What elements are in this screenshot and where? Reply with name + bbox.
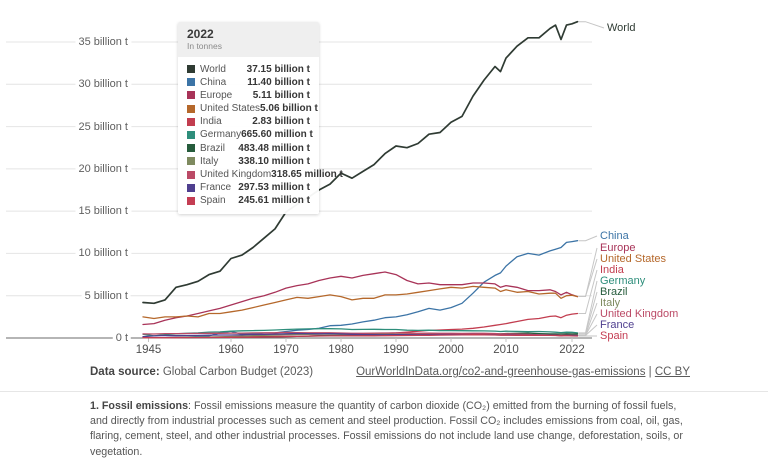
x-axis-tick-label: 1945 xyxy=(136,344,162,356)
x-axis-tick-label: 2010 xyxy=(493,344,519,356)
tooltip-entity: Brazil xyxy=(200,143,238,154)
y-axis-tick-label: 30 billion t xyxy=(75,78,131,90)
tooltip-value: 37.15 billion t xyxy=(247,64,310,75)
tooltip-entity: India xyxy=(200,116,252,127)
y-axis-tick-label: 35 billion t xyxy=(75,36,131,48)
tooltip-value: 11.40 billion t xyxy=(247,77,310,88)
x-axis-tick-label: 1990 xyxy=(383,344,409,356)
x-axis-tick-label: 2022 xyxy=(559,344,585,356)
series-swatch-icon xyxy=(187,118,195,126)
tooltip-value: 245.61 million t xyxy=(238,195,310,206)
chart-footer: Data source: Global Carbon Budget (2023)… xyxy=(90,364,690,380)
series-swatch-icon xyxy=(187,131,195,139)
x-axis-tick-label: 1960 xyxy=(218,344,244,356)
y-axis-tick-label: 20 billion t xyxy=(75,163,131,175)
tooltip-entity: Italy xyxy=(200,156,238,167)
plot-canvas xyxy=(0,0,768,360)
series-swatch-icon xyxy=(187,91,195,99)
series-swatch-icon xyxy=(187,78,195,86)
line-chart: 0 t 5 billion t 10 billion t 15 billion t 20… xyxy=(0,0,768,360)
tooltip-entity: United States xyxy=(200,103,260,114)
series-swatch-icon xyxy=(187,65,195,73)
footnote-divider xyxy=(0,391,768,392)
series-swatch-icon xyxy=(187,157,195,165)
data-source-label: Data source: xyxy=(90,366,160,378)
tooltip-value: 2.83 billion t xyxy=(252,116,310,127)
x-axis-tick-label: 1980 xyxy=(328,344,354,356)
footnote-lead: 1. Fossil emissions xyxy=(90,400,188,412)
owid-emissions-chart: { "tooltip": { "year": "2022", "unit": "… xyxy=(0,0,768,442)
tooltip-year: 2022 xyxy=(187,27,310,41)
footnote: 1. Fossil emissions: Fossil emissions me… xyxy=(90,399,694,460)
series-swatch-icon xyxy=(187,171,195,179)
series-swatch-icon xyxy=(187,105,195,113)
label-connector xyxy=(579,236,598,241)
y-axis-tick-label: 0 t xyxy=(113,332,131,344)
tooltip-value: 297.53 million t xyxy=(238,182,310,193)
tooltip-entity: France xyxy=(200,182,238,193)
series-swatch-icon xyxy=(187,144,195,152)
tooltip-header: 2022 In tonnes xyxy=(178,22,319,57)
series-label-china[interactable]: China xyxy=(600,230,629,242)
series-line-china xyxy=(143,241,578,338)
license-link[interactable]: CC BY xyxy=(655,366,690,378)
owid-url-link[interactable]: OurWorldInData.org/co2-and-greenhouse-ga… xyxy=(356,366,645,378)
tooltip-entity: Germany xyxy=(200,129,241,140)
y-axis-tick-label: 5 billion t xyxy=(82,290,131,302)
y-axis-tick-label: 10 billion t xyxy=(75,247,131,259)
tooltip-entity: Europe xyxy=(200,90,253,101)
tooltip-value: 318.65 million t xyxy=(271,169,343,180)
tooltip-entity: World xyxy=(200,64,247,75)
label-connector xyxy=(579,22,605,28)
link-separator: | xyxy=(645,366,654,378)
series-swatch-icon xyxy=(187,197,195,205)
tooltip-value: 5.11 billion t xyxy=(253,90,310,101)
y-axis-tick-label: 15 billion t xyxy=(75,205,131,217)
label-connector xyxy=(579,259,598,297)
tooltip-entity: Spain xyxy=(200,195,238,206)
tooltip-value: 338.10 million t xyxy=(238,156,310,167)
tooltip-entity: China xyxy=(200,77,247,88)
series-label-world[interactable]: World xyxy=(607,22,636,34)
tooltip-value: 483.48 million t xyxy=(238,143,310,154)
data-source-note: Data source: Global Carbon Budget (2023) xyxy=(90,366,313,378)
x-axis-tick-label: 2000 xyxy=(438,344,464,356)
data-source-value: Global Carbon Budget (2023) xyxy=(160,366,313,378)
series-label-spain[interactable]: Spain xyxy=(600,330,628,342)
y-axis-tick-label: 25 billion t xyxy=(75,121,131,133)
series-swatch-icon xyxy=(187,184,195,192)
tooltip-value: 665.60 million t xyxy=(241,129,313,140)
x-axis-tick-label: 1970 xyxy=(273,344,299,356)
series-line-united-states xyxy=(143,286,578,318)
tooltip-entity: United Kingdom xyxy=(200,169,271,180)
footer-links: OurWorldInData.org/co2-and-greenhouse-ga… xyxy=(356,366,690,378)
tooltip-unit: In tonnes xyxy=(187,41,310,52)
tooltip-value: 5.06 billion t xyxy=(260,103,318,114)
